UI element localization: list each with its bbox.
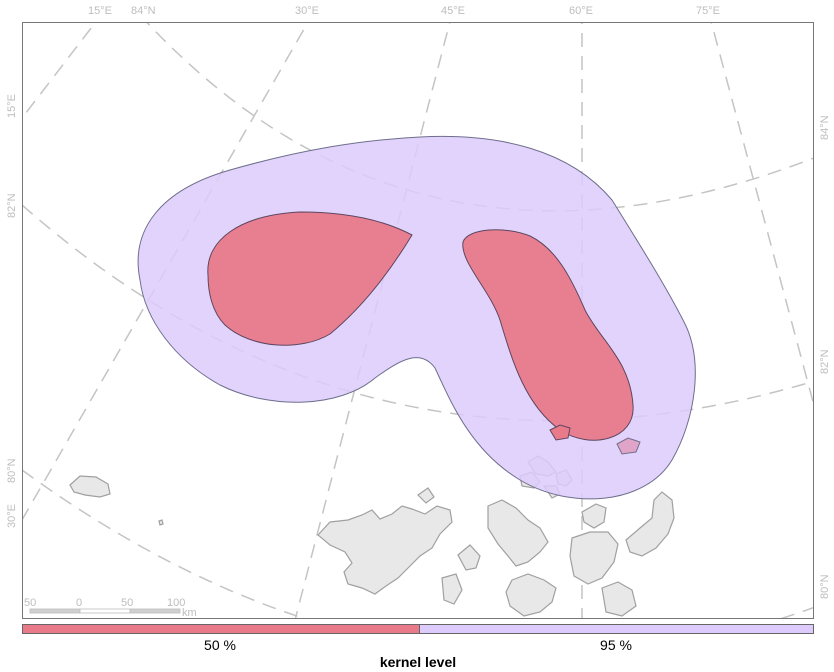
legend-label-50: 50 % xyxy=(204,637,236,653)
island-group-west xyxy=(317,505,453,595)
island-group-east-3 xyxy=(625,491,675,557)
island-group-center-4 xyxy=(505,573,557,617)
kernel-50-west-polygon xyxy=(207,211,413,346)
scale-tick-label-2: 50 xyxy=(121,597,133,609)
legend-swatch-50 xyxy=(23,625,420,633)
meridian-30e xyxy=(23,23,309,520)
label-top-84n: 84°N xyxy=(131,5,156,17)
island-group-center-3 xyxy=(487,499,549,567)
island-group-center xyxy=(457,544,481,571)
island-group-east-1 xyxy=(569,531,619,585)
kernel-50-east-polygon xyxy=(462,229,634,441)
scale-segment-1 xyxy=(29,608,81,614)
scale-unit: km xyxy=(182,607,197,619)
label-right-84n: 84°N xyxy=(819,115,831,140)
graticule-labels-left: 15°E 82°N 80°N 30°E xyxy=(6,94,18,528)
label-top-75e: 75°E xyxy=(696,5,720,17)
label-top-30e: 30°E xyxy=(295,5,319,17)
legend-swatch-95 xyxy=(420,625,813,633)
label-left-80n: 80°N xyxy=(6,458,18,483)
scale-segment-3 xyxy=(129,608,181,614)
map-canvas: 15°E 84°N 30°E 45°E 60°E 75°E 15°E 82°N … xyxy=(6,5,831,619)
scale-segment-2 xyxy=(79,608,131,614)
scale-tick-label-0: 50 xyxy=(24,597,36,609)
meridian-15e xyxy=(23,23,96,118)
legend-title: kernel level xyxy=(379,654,457,670)
scale-tick-label-3: 100 xyxy=(167,597,185,609)
island-group-north xyxy=(417,487,435,504)
label-right-80n: 80°N xyxy=(819,574,831,599)
legend-label-95: 95 % xyxy=(600,637,632,653)
parallel-82n xyxy=(23,204,813,422)
graticule-labels-right: 84°N 82°N 80°N xyxy=(819,115,831,599)
graticule-labels-top: 15°E 84°N 30°E 45°E 60°E 75°E xyxy=(88,5,720,17)
label-left-30e: 30°E xyxy=(6,504,18,528)
label-top-15e: 15°E xyxy=(88,5,112,17)
label-left-15e: 15°E xyxy=(6,94,18,118)
kernel-50-blob-1 xyxy=(549,424,571,441)
scale-bar: 50 0 50 100 km xyxy=(24,597,197,619)
island-group-east-4 xyxy=(601,581,637,617)
meridian-45e xyxy=(294,23,451,618)
island-group-center-2 xyxy=(441,573,463,605)
label-left-82n: 82°N xyxy=(6,193,18,218)
legend-color-bar xyxy=(22,624,814,634)
label-top-45e: 45°E xyxy=(441,5,465,17)
meridian-75e xyxy=(710,23,813,405)
label-top-60e: 60°E xyxy=(569,5,593,17)
island-group-east-2 xyxy=(581,503,607,529)
island-small-1 xyxy=(158,519,164,526)
map-frame xyxy=(22,22,814,619)
kernel-50-blob-2 xyxy=(616,437,641,455)
island-svalbard xyxy=(69,475,111,498)
label-right-82n: 82°N xyxy=(819,349,831,374)
scale-tick-label-1: 0 xyxy=(76,597,82,609)
